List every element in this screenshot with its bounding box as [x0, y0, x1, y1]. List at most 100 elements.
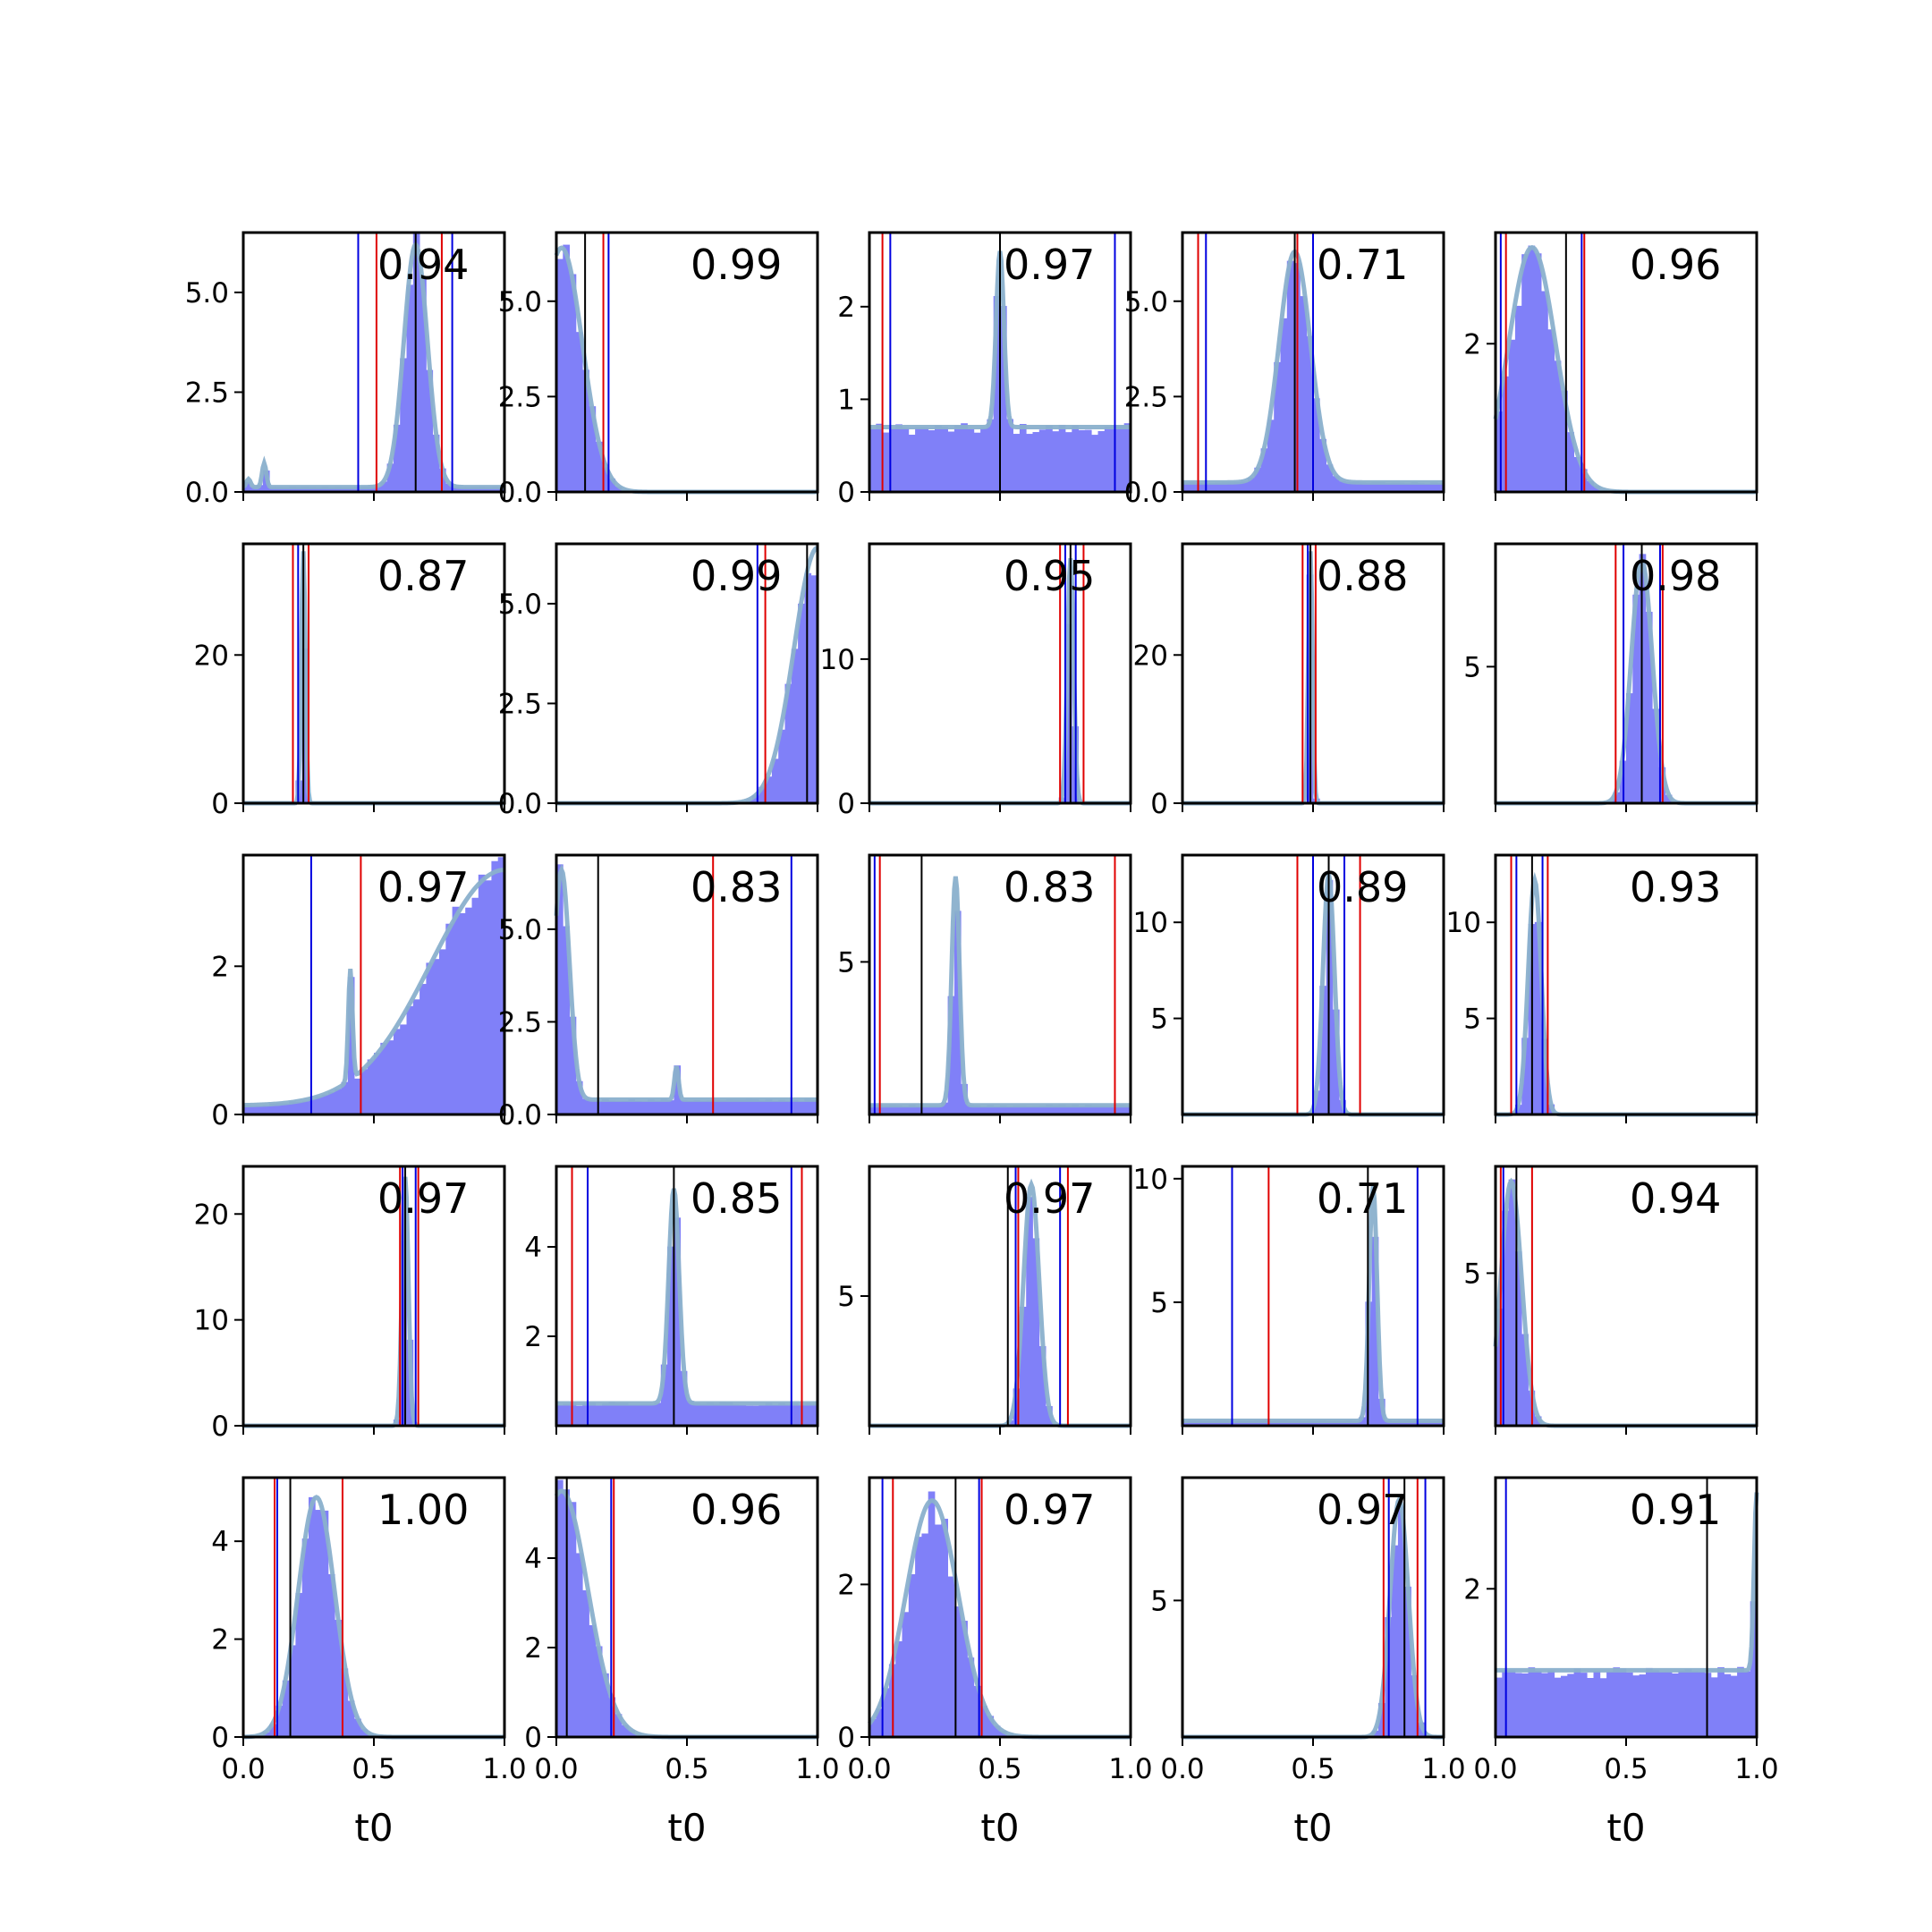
hist-bar [426, 962, 434, 1114]
hist-bar [778, 729, 785, 803]
hist-bar [648, 1099, 655, 1114]
hist-bar [1254, 1420, 1261, 1426]
hist-bar [419, 278, 427, 492]
hist-bar [1000, 306, 1007, 492]
hist-bar [1032, 1238, 1040, 1426]
hist-bar [1411, 481, 1419, 492]
hist-bar [347, 487, 355, 492]
hist-bar [1397, 1420, 1405, 1426]
hist-bar [1352, 1421, 1360, 1426]
hist-bar [1672, 1673, 1679, 1737]
y-tick-label: 10 [1133, 907, 1168, 939]
hist-bar [614, 486, 623, 492]
hist-bar [335, 1619, 342, 1737]
score-label: 0.88 [1317, 552, 1408, 600]
panel-24: 0.0 0.5 1.0 5 0.97 t0 [1150, 1476, 1466, 1850]
hist-bar [315, 1510, 322, 1737]
hist-bar [1411, 1421, 1419, 1426]
panel-18: 50.97 [837, 1165, 1132, 1435]
hist-bar [602, 1673, 609, 1737]
hist-bar [327, 1573, 335, 1737]
hist-bar [928, 1491, 936, 1737]
hist-bar [1632, 1675, 1640, 1737]
hist-bar [634, 1404, 642, 1426]
hist-bar [941, 1518, 948, 1737]
hist-bar [869, 1105, 877, 1114]
y-tick-label: 0.0 [1124, 477, 1168, 509]
hist-bar [1547, 1670, 1555, 1737]
hist-bar [784, 1404, 792, 1426]
y-tick-label: 20 [194, 640, 229, 672]
hist-bar [439, 949, 446, 1114]
y-tick-label: 5 [1463, 651, 1481, 683]
y-tick-label: 0 [211, 1099, 229, 1131]
hist-bar [1117, 1105, 1125, 1114]
hist-bar [758, 1405, 766, 1426]
x-axis-label: t0 [980, 1806, 1019, 1850]
hist-bar [634, 1100, 642, 1114]
hist-bar [1286, 1420, 1294, 1426]
score-label: 0.83 [1004, 863, 1095, 911]
hist-bar [973, 1106, 981, 1114]
hist-bar [1267, 1420, 1275, 1426]
hist-bar [406, 1005, 414, 1114]
hist-bar [393, 424, 401, 492]
hist-bar [582, 1402, 589, 1426]
y-tick-label: 5 [1150, 1004, 1168, 1036]
hist-bar [497, 857, 505, 1114]
hist-bar [1013, 434, 1021, 492]
hist-bar [1097, 1106, 1106, 1114]
hist-bar [947, 1576, 955, 1737]
hist-bar [935, 1106, 942, 1114]
hist-bar [1737, 1666, 1744, 1737]
hist-bar [1286, 260, 1294, 492]
hist-bar [1260, 448, 1268, 492]
hist-bar [810, 1403, 818, 1426]
hist-bar [648, 1404, 655, 1426]
hist-bar [1006, 1106, 1013, 1114]
hist-bar [602, 1403, 609, 1426]
hist-bar [993, 295, 1001, 492]
hist-bar [275, 1705, 284, 1737]
y-tick-label: 2 [524, 1321, 542, 1353]
hist-bar [295, 487, 303, 492]
hist-bar [1332, 1420, 1340, 1426]
hist-bar [693, 1100, 700, 1114]
hist-bar [1006, 419, 1013, 492]
x-tick-label: 0.0 [1473, 1753, 1517, 1785]
hist-bar [321, 1510, 329, 1737]
hist-bar [1417, 482, 1425, 492]
hist-bar [869, 1718, 877, 1737]
hist-bar [426, 369, 434, 492]
y-tick-label: 5 [1150, 1287, 1168, 1319]
y-tick-label: 2.5 [498, 1006, 542, 1038]
hist-bar [973, 1685, 981, 1737]
y-tick-label: 2 [211, 951, 229, 983]
hist-bar [1359, 1417, 1366, 1426]
hist-bar [699, 1100, 708, 1114]
hist-bar [1339, 481, 1346, 492]
hist-bar [1411, 1675, 1419, 1737]
score-label: 0.93 [1630, 863, 1721, 911]
hist-bar [1606, 1671, 1614, 1737]
hist-bar [491, 487, 499, 492]
hist-bar [1371, 1236, 1379, 1426]
y-tick-label: 5 [837, 946, 855, 979]
panel-8: 0 10 0.95 [820, 542, 1132, 820]
hist-bar [1248, 1420, 1255, 1426]
x-tick-label: 1.0 [1421, 1753, 1465, 1785]
hist-bar [1397, 1506, 1405, 1737]
hist-bar [888, 1105, 896, 1114]
hist-bar [1359, 482, 1366, 492]
hist-bar [1032, 1106, 1040, 1114]
hist-bar [1241, 1420, 1249, 1426]
hist-bar [660, 1098, 668, 1114]
panel-5: 20.96 [1463, 231, 1758, 501]
hist-bar [915, 1537, 922, 1737]
hist-bar [327, 1092, 335, 1114]
hist-bar [1645, 611, 1653, 803]
hist-bar [275, 487, 284, 492]
hist-bar [961, 423, 968, 492]
x-axis-label: t0 [1293, 1806, 1332, 1850]
hist-bar [1514, 305, 1522, 492]
